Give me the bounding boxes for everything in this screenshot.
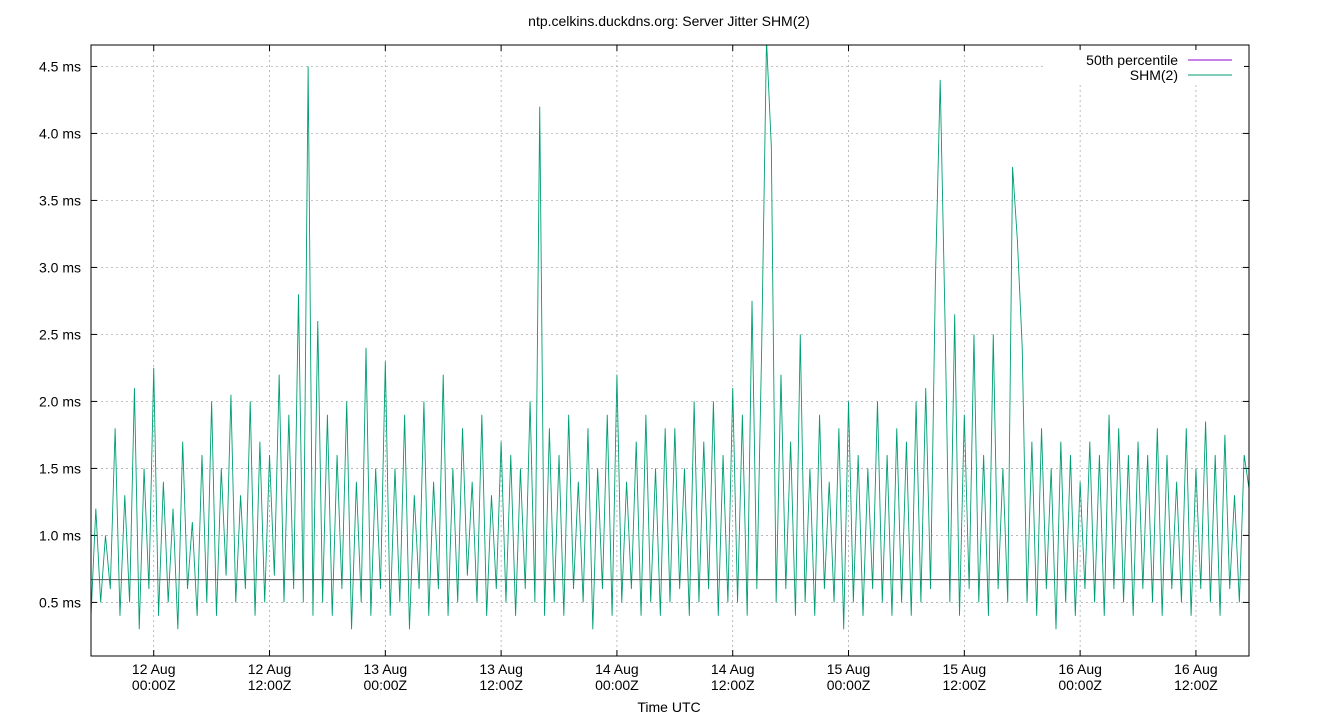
series-line [91,45,1249,630]
x-tick-label: 12 Aug [248,661,292,677]
legend-label: 50th percentile [1086,52,1178,68]
x-tick-label: 13 Aug [364,661,408,677]
x-axis-label: Time UTC [637,699,700,715]
plot-frame [90,44,1250,657]
x-tick-label: 12:00Z [1174,677,1218,693]
y-tick-label: 4.0 ms [39,125,81,141]
x-tick-label: 12 Aug [132,661,176,677]
y-tick-label: 4.5 ms [39,58,81,74]
y-tick-label: 3.5 ms [39,192,81,208]
y-tick-label: 2.5 ms [39,326,81,342]
y-tick-label: 2.0 ms [39,393,81,409]
chart-title: ntp.celkins.duckdns.org: Server Jitter S… [528,13,810,29]
x-tick-label: 00:00Z [827,677,871,693]
x-tick-label: 12:00Z [943,677,987,693]
x-tick-label: 00:00Z [364,677,408,693]
y-tick-label: 1.0 ms [39,527,81,543]
x-tick-label: 00:00Z [595,677,639,693]
x-tick-label: 14 Aug [711,661,755,677]
legend-label: SHM(2) [1130,67,1178,83]
x-tick-label: 15 Aug [943,661,987,677]
x-tick-label: 14 Aug [595,661,639,677]
y-tick-label: 1.5 ms [39,460,81,476]
x-tick-label: 12:00Z [711,677,755,693]
y-tick-label: 0.5 ms [39,594,81,610]
y-tick-label: 3.0 ms [39,259,81,275]
legend-background [1046,50,1244,82]
x-tick-label: 13 Aug [479,661,523,677]
x-tick-label: 16 Aug [1174,661,1218,677]
x-tick-label: 16 Aug [1058,661,1102,677]
x-tick-label: 15 Aug [827,661,871,677]
x-tick-label: 12:00Z [479,677,523,693]
x-tick-label: 00:00Z [132,677,176,693]
x-tick-label: 12:00Z [248,677,292,693]
x-tick-label: 00:00Z [1058,677,1102,693]
